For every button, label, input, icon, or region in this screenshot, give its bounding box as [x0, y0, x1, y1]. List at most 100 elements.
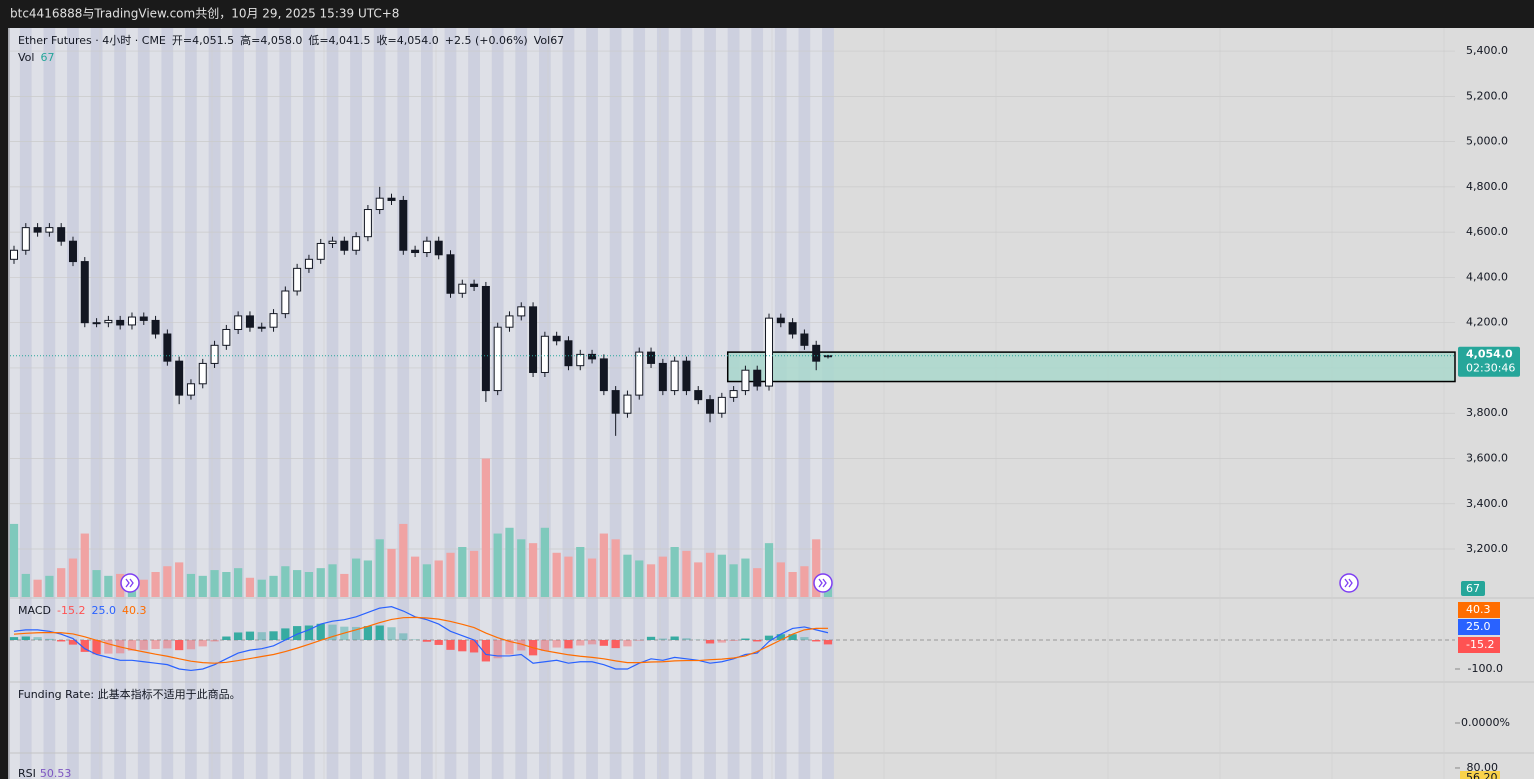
volume-bar	[45, 575, 54, 597]
candle-body	[741, 369, 750, 392]
volume-bar	[57, 568, 66, 597]
volume-bar	[611, 539, 620, 597]
session-stripe	[668, 28, 681, 779]
macd-histogram-bar	[658, 638, 667, 640]
volume-bar	[670, 547, 679, 597]
volume-bar	[175, 562, 184, 597]
volume-bar	[68, 558, 78, 597]
session-stripe	[314, 28, 327, 779]
legend-item: 高=	[240, 33, 260, 47]
macd-histogram-bar	[269, 631, 278, 640]
session-stripe	[185, 28, 197, 779]
volume-bar	[304, 572, 314, 597]
y-tick-label: 4,800.0	[1466, 180, 1508, 193]
session-stripe	[338, 28, 351, 779]
session-stripe	[8, 28, 20, 779]
candle-body	[765, 317, 774, 387]
candle-body	[599, 358, 608, 392]
session-stripe	[822, 28, 834, 779]
volume-bar	[646, 564, 656, 597]
macd-histogram-bar	[293, 626, 302, 640]
rsi-badge	[1460, 771, 1500, 779]
macd-histogram-bar	[729, 640, 738, 641]
candle-body	[788, 322, 797, 335]
candle-body	[33, 227, 42, 233]
session-stripe	[31, 28, 44, 779]
candle-body	[316, 242, 325, 260]
candle-body	[824, 355, 832, 358]
legend-item: 40.3	[122, 604, 147, 617]
macd-histogram-bar	[623, 640, 632, 647]
volume-bar	[245, 577, 255, 597]
macd-badge-label: -15.2	[1466, 638, 1494, 651]
volume-bar	[528, 543, 538, 597]
volume-bar	[694, 562, 703, 597]
session-stripe	[373, 28, 386, 779]
y-tick-label: 4,600.0	[1466, 225, 1508, 238]
session-stripe	[491, 28, 504, 779]
macd-histogram-bar	[234, 632, 243, 640]
macd-histogram-bar	[717, 640, 726, 643]
macd-histogram-bar	[540, 640, 549, 652]
candle-body	[422, 240, 431, 254]
volume-bar	[186, 573, 196, 597]
rsi-tick-label: 80.00	[1467, 761, 1499, 774]
candle-body	[800, 333, 809, 346]
candle-body	[21, 227, 30, 251]
volume-bar	[21, 573, 30, 597]
session-stripe	[751, 28, 764, 779]
candle-body	[186, 383, 195, 396]
candle-body	[375, 197, 384, 211]
macd-histogram-bar	[304, 625, 314, 640]
session-stripe	[468, 28, 480, 779]
candle-body	[552, 335, 561, 342]
macd-histogram-bar	[281, 628, 290, 640]
event-icon	[120, 573, 140, 593]
session-stripe	[527, 28, 539, 779]
candle-body	[635, 351, 644, 396]
macd-histogram-bar	[599, 640, 608, 646]
macd-histogram-bar	[21, 636, 30, 640]
volume-bar	[340, 573, 349, 597]
volume-bar	[151, 572, 160, 597]
session-stripe	[550, 28, 563, 779]
macd-badge	[1458, 619, 1500, 635]
macd-histogram-bar	[505, 640, 514, 655]
volume-bar	[564, 556, 573, 597]
macd-histogram-bar	[800, 637, 809, 640]
session-stripe	[255, 28, 268, 779]
candle-body	[517, 306, 526, 317]
y-tick-label: 3,200.0	[1466, 542, 1508, 555]
session-stripe	[19, 28, 32, 779]
macd-histogram-bar	[764, 635, 774, 640]
session-stripe	[810, 28, 823, 779]
volume-bar	[410, 556, 420, 597]
candle-body	[658, 362, 667, 392]
candle-body	[245, 315, 254, 328]
volume-bar	[658, 556, 667, 597]
volume-bar	[269, 575, 278, 597]
session-stripe	[149, 28, 162, 779]
macd-histogram-bar	[635, 640, 644, 641]
legend-item: 50.53	[40, 767, 72, 779]
candle-body	[139, 316, 148, 321]
session-stripe	[444, 28, 457, 779]
candle-body	[611, 390, 620, 414]
macd-histogram-bar	[812, 640, 821, 642]
macd-histogram-bar	[257, 632, 266, 640]
session-stripe	[432, 28, 445, 779]
candle-body	[753, 369, 762, 387]
candle-body	[234, 315, 243, 330]
volume-bar	[682, 550, 691, 597]
legend-item: MACD	[18, 604, 51, 617]
legend-item: +2.5 (+0.06%)	[445, 34, 528, 47]
candle-body	[163, 333, 172, 362]
volume-bar	[587, 558, 597, 597]
macd-histogram-bar	[375, 625, 384, 640]
y-tick-label: 5,400.0	[1466, 44, 1508, 57]
candle-body	[729, 390, 738, 398]
session-stripe	[479, 28, 492, 779]
volume-bar	[753, 568, 762, 597]
y-tick-label: 3,600.0	[1466, 451, 1508, 464]
candle-body	[576, 353, 585, 367]
